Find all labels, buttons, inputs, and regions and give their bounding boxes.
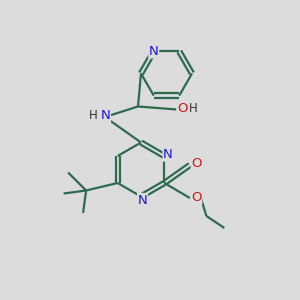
Text: N: N [163, 148, 173, 161]
Text: O: O [191, 157, 202, 170]
Text: O: O [177, 101, 188, 115]
Text: N: N [149, 45, 159, 58]
Text: N: N [101, 109, 110, 122]
Text: H: H [89, 109, 98, 122]
Text: H: H [189, 101, 198, 115]
Text: N: N [138, 194, 147, 207]
Text: O: O [191, 191, 202, 204]
